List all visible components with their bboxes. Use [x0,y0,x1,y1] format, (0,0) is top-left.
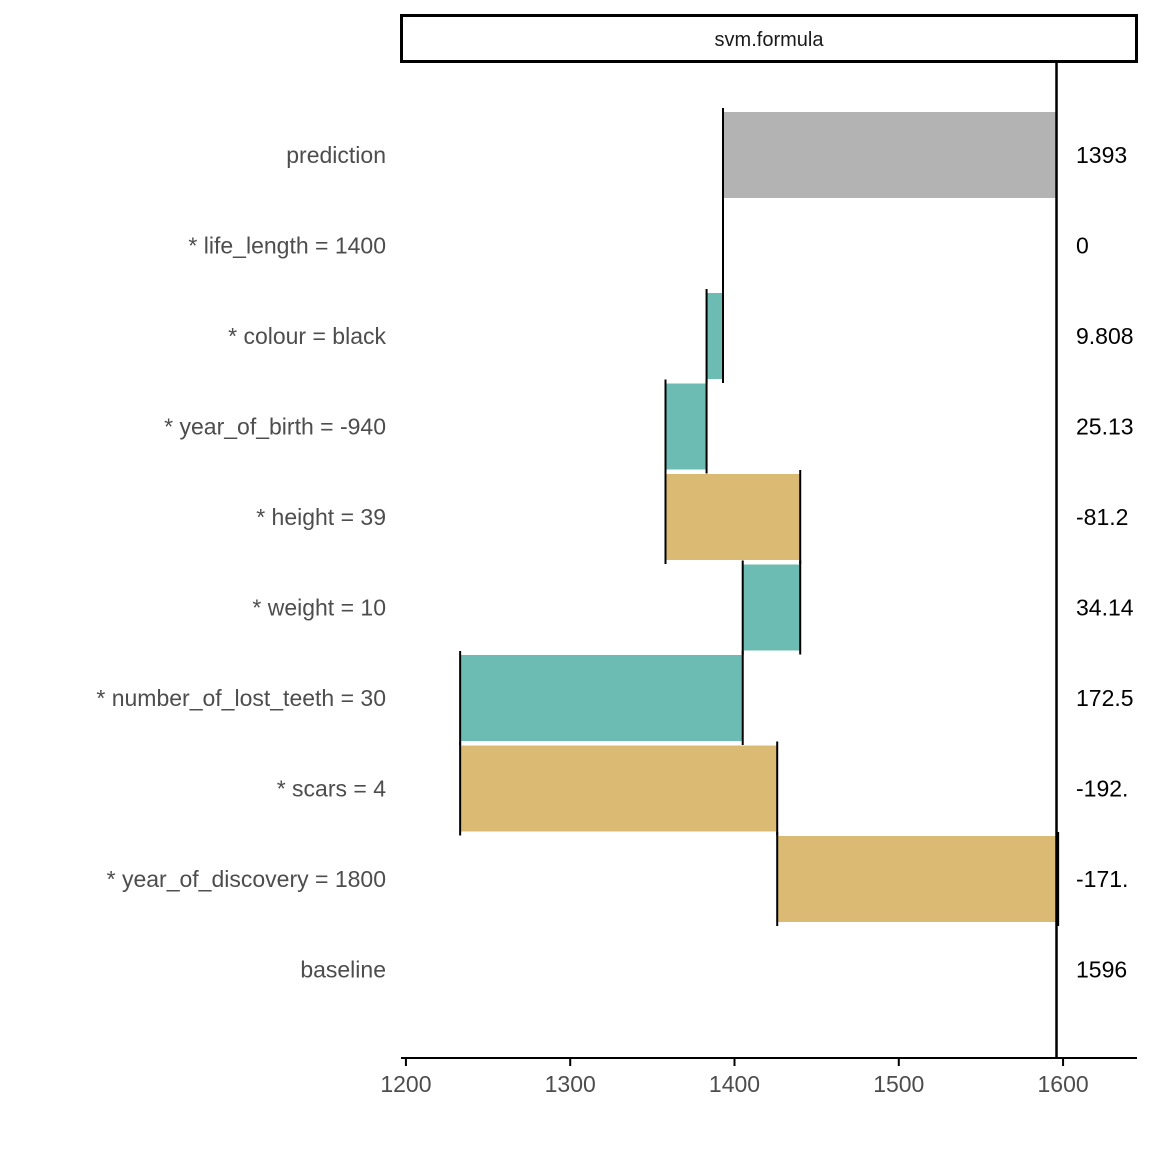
bar-weight-10 [742,564,801,651]
row-label-baseline: baseline [300,957,386,983]
value-label-scars-4: -192. [1076,776,1128,802]
value-label-number-of-lost-teeth-30: 172.5 [1076,685,1134,711]
value-label-year-of-birth-940: 25.13 [1076,414,1134,440]
x-tick-label-1200: 1200 [380,1071,431,1097]
facet-strip [400,14,1138,63]
row-label-life-length-1400: * life_length = 1400 [188,233,386,259]
value-label-life-length-1400: 0 [1076,233,1089,259]
bar-year-of-discovery-1800 [777,836,1059,922]
row-label-colour-black: * colour = black [228,323,386,349]
row-labels-layer: prediction * life_length = 1400 * colour =… [96,142,386,983]
value-label-colour-black: 9.808 [1076,323,1134,349]
value-label-height-39: -81.2 [1076,504,1128,530]
row-label-prediction: prediction [286,142,386,168]
facet-strip-title: svm.formula [715,29,825,51]
x-axis-ticks: 1200 1300 1400 1500 1600 [380,1058,1089,1097]
x-tick-label-1400: 1400 [709,1071,760,1097]
bar-colour-black [706,293,723,379]
bar-year-of-birth-940 [665,383,707,470]
value-label-prediction: 1393 [1076,142,1127,168]
x-tick-label-1500: 1500 [873,1071,924,1097]
row-label-year-of-discovery-1800: * year_of_discovery = 1800 [107,866,386,892]
row-label-height-39: * height = 39 [256,504,386,530]
bar-height-39 [665,474,801,560]
row-label-scars-4: * scars = 4 [277,776,387,802]
value-label-year-of-discovery-1800: -171. [1076,866,1128,892]
bar-scars-4 [460,745,778,832]
x-tick-label-1600: 1600 [1037,1071,1088,1097]
value-labels-layer: 1393 0 9.808 25.13 -81.2 34.14 172.5 -192. -171.… [1076,142,1134,983]
value-label-baseline: 1596 [1076,957,1127,983]
row-label-number-of-lost-teeth-30: * number_of_lost_teeth = 30 [96,685,386,711]
bar-number-of-lost-teeth-30 [460,655,743,741]
row-label-weight-10: * weight = 10 [252,595,386,621]
bars-layer [459,62,1060,1058]
bar-prediction [723,112,1057,198]
x-tick-label-1300: 1300 [545,1071,596,1097]
row-label-year-of-birth-940: * year_of_birth = -940 [164,414,386,440]
value-label-weight-10: 34.14 [1076,595,1134,621]
